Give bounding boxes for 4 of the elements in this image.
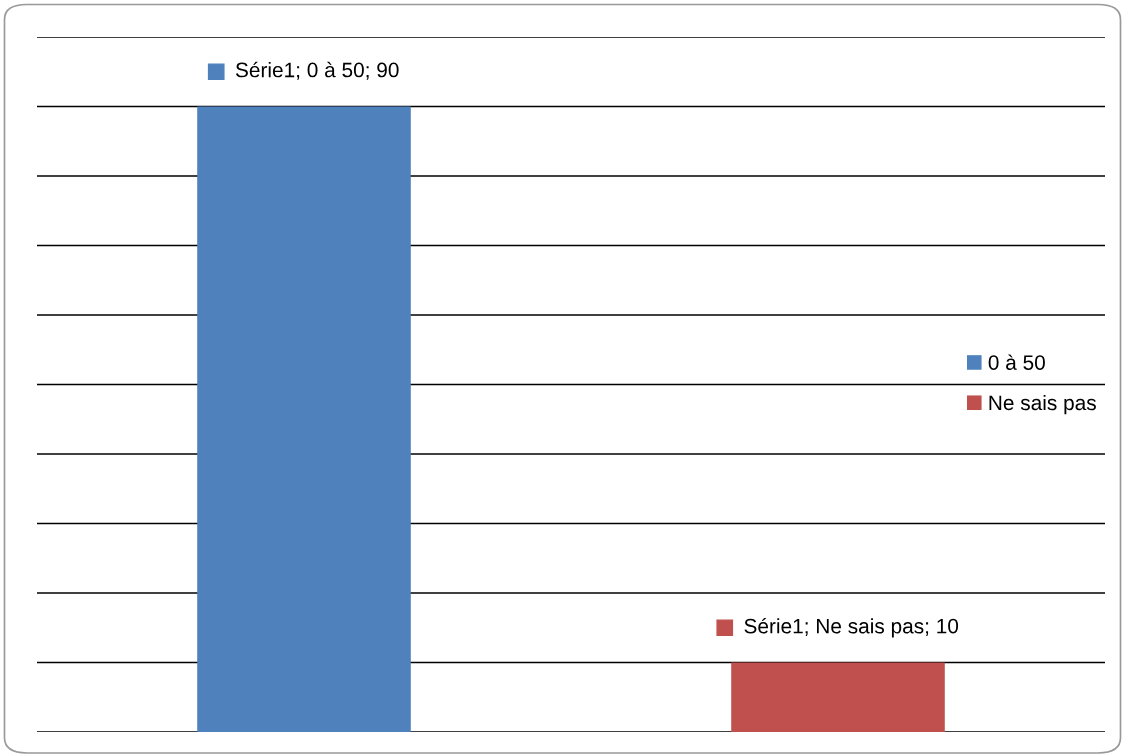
- legend-label: 0 à 50: [988, 354, 1045, 370]
- data-label: Série1; Ne sais pas; 10: [744, 617, 959, 638]
- data-label: Série1; 0 à 50; 90: [235, 61, 399, 80]
- legend-label: Ne sais pas: [989, 394, 1096, 415]
